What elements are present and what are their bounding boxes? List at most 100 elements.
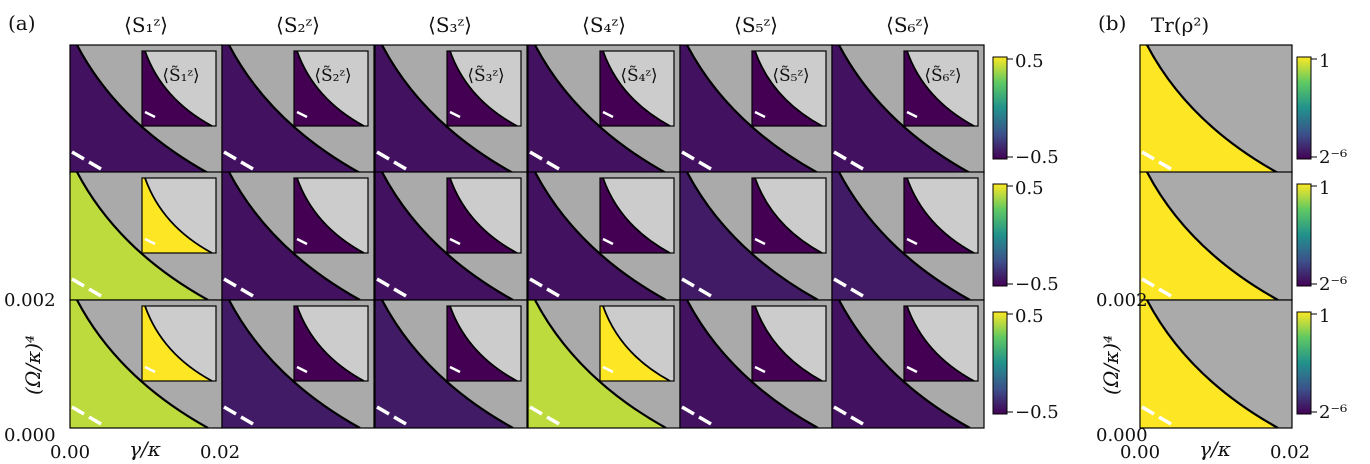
inset-frame	[141, 50, 217, 127]
heat-region	[1140, 300, 1278, 428]
cell-content	[680, 45, 827, 173]
inset-dashed-line	[754, 365, 766, 374]
cell-a-col6-row1	[831, 44, 985, 174]
cell-content	[375, 172, 522, 300]
boundary-curve	[686, 45, 819, 173]
inset-title-5: ⟨S̃₅ᶻ⟩	[772, 66, 809, 86]
cell-content	[70, 300, 217, 428]
cell-a-col1-row3	[69, 299, 223, 429]
colorbar-strip	[992, 183, 1008, 287]
y-tick-b-0.002: 0.002	[1096, 290, 1148, 311]
inset-boundary-curve	[296, 50, 365, 127]
column-title-2: ⟨S₂ᶻ⟩	[276, 13, 320, 37]
cell-content	[832, 300, 979, 428]
cell-content	[832, 45, 979, 173]
colorbar-max-label: 1	[1319, 51, 1330, 72]
dashed-line	[71, 277, 102, 298]
inset-frame	[599, 50, 675, 127]
inset-dashed-line	[296, 110, 308, 119]
cell-content	[832, 172, 979, 300]
boundary-curve	[1146, 172, 1279, 300]
boundary-curve	[534, 172, 667, 300]
inset-frame	[903, 177, 979, 254]
inset-dashed-line	[754, 237, 766, 246]
colorbar-min-label: 2⁻⁶	[1319, 274, 1347, 295]
y-axis-label-b: (Ω/κ)⁴	[1099, 335, 1123, 395]
dashed-line	[529, 150, 560, 171]
inset-boundary-curve	[449, 50, 518, 127]
boundary-curve	[534, 300, 667, 428]
inset-frame	[293, 177, 369, 254]
cell-a-col3-row3	[374, 299, 528, 429]
heat-region	[528, 172, 666, 300]
inset-frame	[599, 305, 675, 382]
inset-title-4: ⟨S̃₄ᶻ⟩	[620, 66, 657, 86]
inset-boundary-curve	[602, 50, 671, 127]
inset-heat-region	[142, 306, 212, 381]
inset-frame	[751, 177, 827, 254]
heat-region	[1140, 172, 1278, 300]
cell-a-col1-row1	[69, 44, 223, 174]
dashed-line	[1141, 405, 1172, 426]
boundary-curve	[686, 300, 819, 428]
inset-heat-region	[600, 178, 670, 253]
cell-b-row3	[1139, 299, 1293, 429]
boundary-curve	[228, 300, 361, 428]
cell-frame	[221, 299, 375, 429]
cell-content	[222, 45, 369, 173]
inset-dashed-line	[144, 365, 156, 374]
inset-title-6: ⟨S̃₆ᶻ⟩	[924, 66, 961, 86]
inset-heat-region	[447, 178, 517, 253]
boundary-curve	[381, 300, 514, 428]
cell-a-col3-row2	[374, 171, 528, 301]
heat-region	[680, 300, 818, 428]
dashed-line	[223, 277, 254, 298]
cell-frame	[1139, 299, 1293, 429]
boundary-curve	[76, 45, 209, 173]
inset-heat-region	[447, 306, 517, 381]
dashed-line	[833, 150, 864, 171]
inset-boundary-curve	[754, 50, 823, 127]
inset-heat-region	[600, 51, 670, 126]
colorbar-min-label: 2⁻⁶	[1319, 402, 1347, 423]
panel-b-title: Tr(ρ²)	[1151, 13, 1209, 37]
cell-content	[1140, 45, 1279, 173]
inset-frame	[751, 305, 827, 382]
inset-boundary-curve	[449, 177, 518, 254]
cell-a-col5-row1	[679, 44, 833, 174]
heat-region	[375, 300, 513, 428]
heat-region	[222, 172, 360, 300]
dashed-line	[376, 150, 407, 171]
heat-region	[832, 172, 970, 300]
inset-boundary-curve	[296, 177, 365, 254]
inset-heat-region	[752, 51, 822, 126]
x-axis-label-b: γ/κ	[1199, 437, 1231, 461]
inset-dashed-line	[602, 110, 614, 119]
cell-a-col1-row2	[69, 171, 223, 301]
inset-heat-region	[447, 51, 517, 126]
x-axis-label-a: γ/κ	[129, 437, 161, 461]
colorbar-a-3: 0.5 −0.5	[992, 306, 1059, 423]
column-title-6: ⟨S₆ᶻ⟩	[886, 13, 930, 37]
heatmap-panels: ⟨S̃₁ᶻ⟩ ⟨S̃₂ᶻ⟩ ⟨S̃₃ᶻ⟩ ⟨S̃₄ᶻ⟩ ⟨S̃₅ᶻ⟩ ⟨S̃₆ᶻ⟩	[69, 44, 1293, 429]
inset-heat-region	[142, 178, 212, 253]
dashed-line	[71, 405, 102, 426]
inset-boundary-curve	[449, 305, 518, 382]
column-title-4: ⟨S₄ᶻ⟩	[582, 13, 626, 37]
inset-dashed-line	[144, 237, 156, 246]
inset-frame	[141, 305, 217, 382]
inset-dashed-line	[144, 110, 156, 119]
boundary-curve	[1146, 45, 1279, 173]
inset-dashed-line	[602, 365, 614, 374]
colorbar-max-label: 1	[1319, 178, 1330, 199]
cell-a-col5-row3	[679, 299, 833, 429]
inset-dashed-line	[296, 237, 308, 246]
y-tick-a-0.000: 0.000	[4, 425, 56, 446]
column-title-5: ⟨S₅ᶻ⟩	[734, 13, 778, 37]
cell-content	[680, 300, 827, 428]
inset-dashed-line	[296, 365, 308, 374]
cell-content	[1140, 300, 1279, 428]
dashed-line	[681, 277, 712, 298]
colorbar-max-label: 1	[1319, 306, 1330, 327]
inset-boundary-curve	[754, 305, 823, 382]
